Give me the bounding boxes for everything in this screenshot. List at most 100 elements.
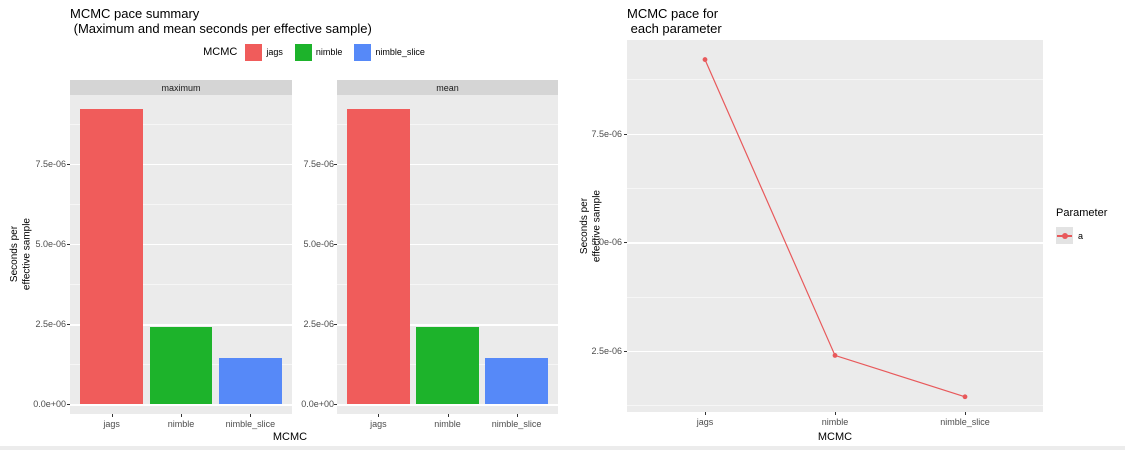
x-tick-mark — [181, 414, 182, 417]
minor-gridline — [337, 284, 558, 286]
y-tick-mark — [624, 351, 627, 353]
y-title-line1: Seconds per — [8, 226, 20, 283]
legend-keybox-a — [1056, 227, 1073, 244]
legend-label-nimble-slice: nimble_slice — [375, 47, 425, 57]
y-tick-mark — [67, 163, 70, 165]
major-gridline — [70, 404, 292, 406]
panel-maximum: jags nimble nimble_slice — [67, 95, 292, 429]
legend-swatch-jags — [245, 43, 263, 61]
minor-gridline — [337, 204, 558, 205]
minor-gridline — [627, 79, 1043, 81]
bar-maximum-nimble — [149, 327, 213, 405]
x-tick-mark — [705, 412, 706, 415]
x-tick-mark — [111, 414, 113, 417]
panel-mean: jags nimble nimble_slice — [334, 95, 558, 429]
line-series-a — [702, 57, 968, 400]
bar-chart-legend: MCMC jags nimble nimble_slice — [70, 42, 558, 62]
y-tick-mark — [334, 404, 337, 406]
y-axis-labels-maximum: 0.0e+00 2.5e-06 5.0e-06 7.5e-06 — [28, 95, 66, 414]
facet-strip-maximum: maximum — [70, 80, 292, 95]
x-tick-label-jags: jags — [696, 417, 714, 427]
y-tick-mark — [334, 163, 337, 165]
facet-strip-mean: mean — [337, 80, 558, 95]
legend-swatch-nimble-slice — [354, 43, 372, 61]
major-gridline — [627, 242, 1043, 244]
x-tick-mark — [447, 414, 449, 417]
major-gridline — [70, 324, 292, 326]
x-tick-label-jags: jags — [103, 419, 120, 429]
y-tick-mark — [334, 244, 337, 246]
line-chart-x-axis-title: MCMC — [817, 431, 853, 443]
x-tick-mark — [378, 414, 380, 417]
bottom-strip — [0, 446, 1125, 450]
x-tick-label-nimble: nimble — [167, 419, 195, 429]
major-gridline — [70, 244, 292, 246]
y-tick-label: 2.5e-06 — [303, 319, 334, 330]
legend-key-nimble-slice: nimble_slice — [354, 43, 425, 61]
line-chart-title-line1: MCMC pace for — [627, 6, 719, 21]
bar-chart-title-line2: (Maximum and mean seconds per effective … — [70, 21, 372, 36]
bar-maximum-nimble_slice — [219, 357, 282, 405]
data-point-nimble — [832, 353, 838, 358]
major-gridline — [337, 324, 558, 326]
legend-key-jags: jags — [245, 43, 283, 61]
x-tick-mark — [516, 414, 518, 417]
legend-label-jags: jags — [266, 47, 283, 57]
legend-label-nimble: nimble — [315, 47, 343, 57]
x-tick-mark — [835, 412, 836, 415]
bar-mean-jags — [347, 109, 410, 405]
line-chart-title-line2: each parameter — [627, 21, 722, 36]
x-tick-label-jags: jags — [370, 419, 387, 429]
y-tick-label: 0.0e+00 — [301, 399, 334, 410]
bar-chart-title-line1: MCMC pace summary — [70, 6, 200, 21]
legend-label-a: a — [1078, 230, 1084, 241]
major-gridline — [337, 244, 558, 246]
y-tick-label: 5.0e-06 — [35, 239, 66, 250]
legend-swatch-nimble — [294, 43, 312, 61]
line-panel: jags nimble nimble_slice — [624, 40, 1043, 427]
legend-key-a: a — [1056, 227, 1083, 244]
x-tick-mark — [250, 414, 252, 417]
parameter-legend-title: Parameter — [1056, 207, 1108, 219]
y-tick-mark — [67, 324, 70, 326]
y-tick-label: 7.5e-06 — [303, 158, 334, 169]
major-gridline — [70, 163, 292, 166]
minor-gridline — [627, 187, 1043, 189]
x-tick-label-nimble_slice: nimble_slice — [491, 419, 542, 429]
minor-gridline — [337, 123, 558, 125]
x-tick-label-nimble: nimble — [821, 417, 849, 427]
y-tick-label: 7.5e-06 — [35, 158, 66, 169]
y-tick-mark — [67, 404, 70, 406]
bar-maximum-jags — [80, 109, 143, 405]
bar-chart-x-axis-title: MCMC — [272, 431, 308, 443]
y-tick-mark — [624, 133, 627, 135]
minor-gridline — [627, 405, 1043, 407]
y-tick-mark — [624, 242, 627, 244]
y-tick-label: 2.5e-06 — [35, 319, 66, 330]
y-tick-mark — [334, 324, 337, 326]
y-axis-labels-mean: 0.0e+00 2.5e-06 5.0e-06 7.5e-06 — [296, 95, 334, 414]
major-gridline — [627, 351, 1043, 353]
minor-gridline — [627, 296, 1043, 298]
y-tick-label: 5.0e-06 — [303, 239, 334, 250]
line-y-axis-labels: 2.5e-06 5.0e-06 7.5e-06 — [582, 40, 622, 412]
y-tick-label: 0.0e+00 — [33, 399, 66, 410]
bar-mean-nimble_slice — [485, 357, 548, 405]
bar-legend-title: MCMC — [203, 46, 238, 58]
y-tick-label: 5.0e-06 — [591, 237, 622, 248]
legend-point-glyph — [1061, 232, 1068, 239]
x-tick-label-nimble_slice: nimble_slice — [225, 419, 276, 429]
data-point-jags — [702, 57, 708, 62]
major-gridline — [337, 404, 558, 406]
minor-gridline — [70, 204, 292, 205]
minor-gridline — [70, 284, 292, 286]
bar-mean-nimble — [416, 327, 479, 405]
data-point-nimble_slice — [962, 394, 968, 400]
legend-key-nimble: nimble — [294, 43, 343, 61]
y-tick-label: 2.5e-06 — [591, 346, 622, 357]
x-tick-label-nimble_slice: nimble_slice — [940, 417, 990, 427]
y-tick-label: 7.5e-06 — [591, 128, 622, 139]
series-line — [704, 59, 966, 398]
y-tick-mark — [67, 244, 70, 246]
